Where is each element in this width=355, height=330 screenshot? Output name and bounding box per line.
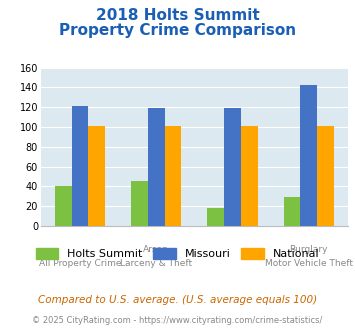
Bar [207,208,224,226]
Text: Motor Vehicle Theft: Motor Vehicle Theft [265,259,353,268]
Text: Compared to U.S. average. (U.S. average equals 100): Compared to U.S. average. (U.S. average … [38,295,317,305]
Text: Property Crime Comparison: Property Crime Comparison [59,23,296,38]
Text: Burglary: Burglary [290,246,328,254]
Bar [88,126,105,226]
Legend: Holts Summit, Missouri, National: Holts Summit, Missouri, National [31,243,324,263]
Text: © 2025 CityRating.com - https://www.cityrating.com/crime-statistics/: © 2025 CityRating.com - https://www.city… [32,316,323,325]
Text: 2018 Holts Summit: 2018 Holts Summit [95,8,260,23]
Bar [165,126,181,226]
Bar [72,106,88,226]
Text: Arson: Arson [143,246,169,254]
Bar [148,108,165,226]
Bar [317,126,334,226]
Bar [131,181,148,226]
Bar [224,108,241,226]
Bar [241,126,258,226]
Bar [55,186,72,226]
Text: Larceny & Theft: Larceny & Theft [120,259,192,268]
Text: All Property Crime: All Property Crime [39,259,121,268]
Bar [300,85,317,226]
Bar [284,197,300,226]
